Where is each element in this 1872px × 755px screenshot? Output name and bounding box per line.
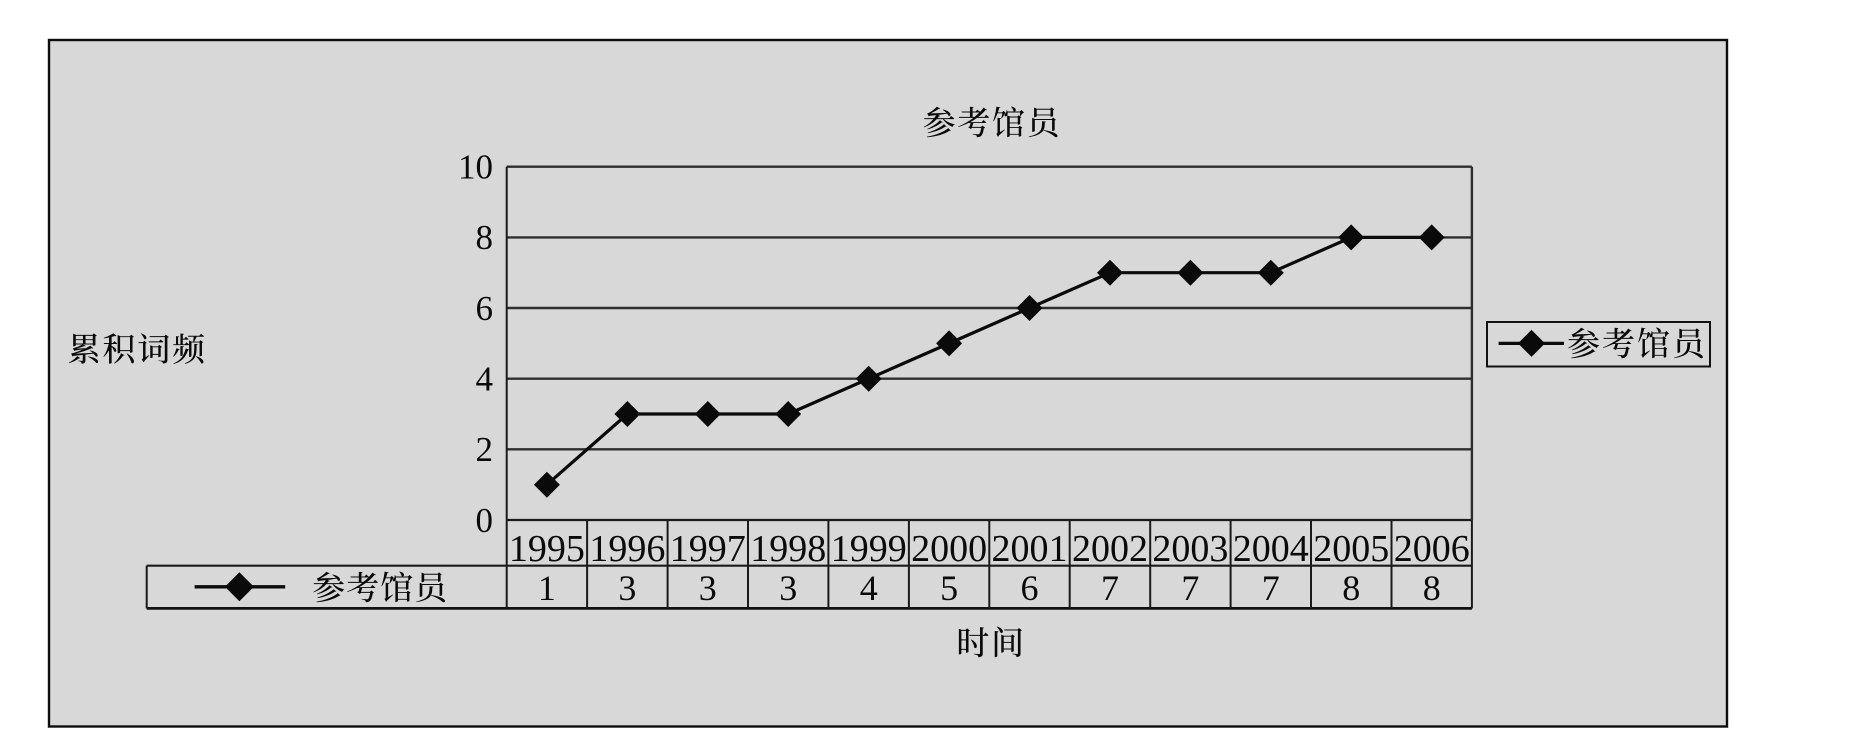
svg-text:1996: 1996	[589, 528, 665, 570]
svg-text:1997: 1997	[670, 528, 746, 570]
svg-text:2: 2	[476, 430, 494, 469]
svg-text:3: 3	[779, 568, 797, 608]
svg-text:4: 4	[860, 568, 878, 608]
svg-text:3: 3	[618, 568, 636, 608]
svg-text:0: 0	[476, 501, 494, 540]
svg-text:8: 8	[476, 218, 494, 257]
svg-text:2006: 2006	[1394, 528, 1470, 570]
svg-text:3: 3	[699, 568, 717, 608]
svg-text:7: 7	[1262, 568, 1280, 608]
svg-text:8: 8	[1423, 568, 1441, 608]
svg-text:4: 4	[476, 360, 494, 399]
svg-text:1: 1	[538, 568, 556, 608]
svg-text:2002: 2002	[1072, 528, 1148, 570]
svg-text:2001: 2001	[992, 528, 1068, 570]
svg-text:1998: 1998	[750, 528, 826, 570]
svg-text:6: 6	[1021, 568, 1039, 608]
svg-text:7: 7	[1101, 568, 1119, 608]
svg-text:1999: 1999	[831, 528, 907, 570]
svg-text:6: 6	[476, 289, 494, 328]
svg-text:2003: 2003	[1152, 528, 1228, 570]
svg-text:7: 7	[1181, 568, 1199, 608]
svg-text:8: 8	[1342, 568, 1360, 608]
svg-text:10: 10	[458, 148, 493, 187]
svg-text:1995: 1995	[509, 528, 585, 570]
svg-text:2000: 2000	[911, 528, 987, 570]
svg-text:2005: 2005	[1313, 528, 1389, 570]
svg-text:2004: 2004	[1233, 528, 1309, 570]
svg-text:5: 5	[940, 568, 958, 608]
